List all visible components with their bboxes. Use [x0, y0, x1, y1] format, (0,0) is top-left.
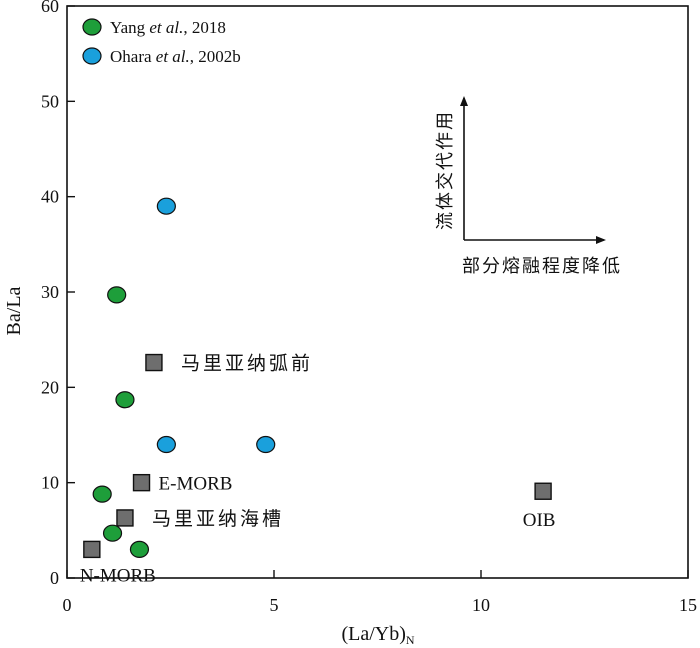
- x-tick-label: 10: [472, 595, 490, 615]
- x-tick-label: 15: [679, 595, 697, 615]
- legend-item-yang: Yang et al., 2018: [82, 18, 226, 37]
- reference-point-label: 马里亚纳海槽: [152, 508, 284, 530]
- data-point-series-0: [102, 524, 123, 542]
- reference-point: [145, 353, 163, 372]
- reference-point-label: 马里亚纳弧前: [181, 353, 313, 375]
- y-tick-label: 40: [41, 187, 59, 207]
- reference-point-label: N-MORB: [80, 565, 156, 586]
- reference-point: [132, 473, 151, 492]
- data-point-series-0: [107, 286, 127, 304]
- y-axis-label: Ba/La: [3, 286, 25, 335]
- reference-point-label: OIB: [523, 510, 556, 531]
- data-point-series-1: [156, 435, 176, 454]
- reference-point: [116, 509, 134, 527]
- data-point-series-0: [92, 485, 112, 503]
- axis-ticks: 0 5 10 15 0 10 20 30 40 50 60: [41, 0, 697, 615]
- axis-titles: (La/Yb)N Ba/La: [3, 286, 415, 647]
- reference-point-label: E-MORB: [159, 474, 233, 495]
- y-tick-label: 50: [41, 91, 59, 111]
- y-tick-label: 20: [41, 377, 59, 397]
- legend: Yang et al., 2018 Ohara et al., 2002b: [82, 18, 241, 66]
- data-point-series-1: [156, 197, 176, 215]
- process-annotation: 流体交代作用 部分熔融程度降低: [435, 96, 622, 277]
- reference-point: [83, 540, 101, 559]
- legend-marker-yang: [82, 18, 102, 36]
- data-point-series-0: [129, 540, 150, 559]
- horizontal-arrow-label: 部分熔融程度降低: [462, 256, 622, 277]
- y-tick-label: 10: [41, 473, 59, 493]
- legend-label-yang: Yang et al., 2018: [110, 18, 226, 37]
- reference-points: 马里亚纳弧前 E-MORB 马里亚纳海槽 N-MORB OIB: [80, 353, 556, 587]
- legend-marker-ohara: [82, 47, 102, 65]
- y-tick-label: 30: [41, 282, 59, 302]
- data-points: [92, 197, 276, 559]
- legend-item-ohara: Ohara et al., 2002b: [82, 47, 241, 66]
- y-tick-label: 60: [41, 0, 59, 16]
- x-tick-label: 5: [270, 595, 279, 615]
- data-point-series-0: [115, 391, 135, 409]
- y-tick-label: 0: [50, 568, 59, 588]
- legend-label-ohara: Ohara et al., 2002b: [110, 47, 241, 66]
- data-point-series-1: [256, 435, 276, 454]
- vertical-arrow-label: 流体交代作用: [435, 110, 456, 230]
- x-axis-label: (La/Yb)N: [341, 623, 414, 647]
- reference-point: [534, 482, 552, 500]
- x-tick-label: 0: [63, 595, 72, 615]
